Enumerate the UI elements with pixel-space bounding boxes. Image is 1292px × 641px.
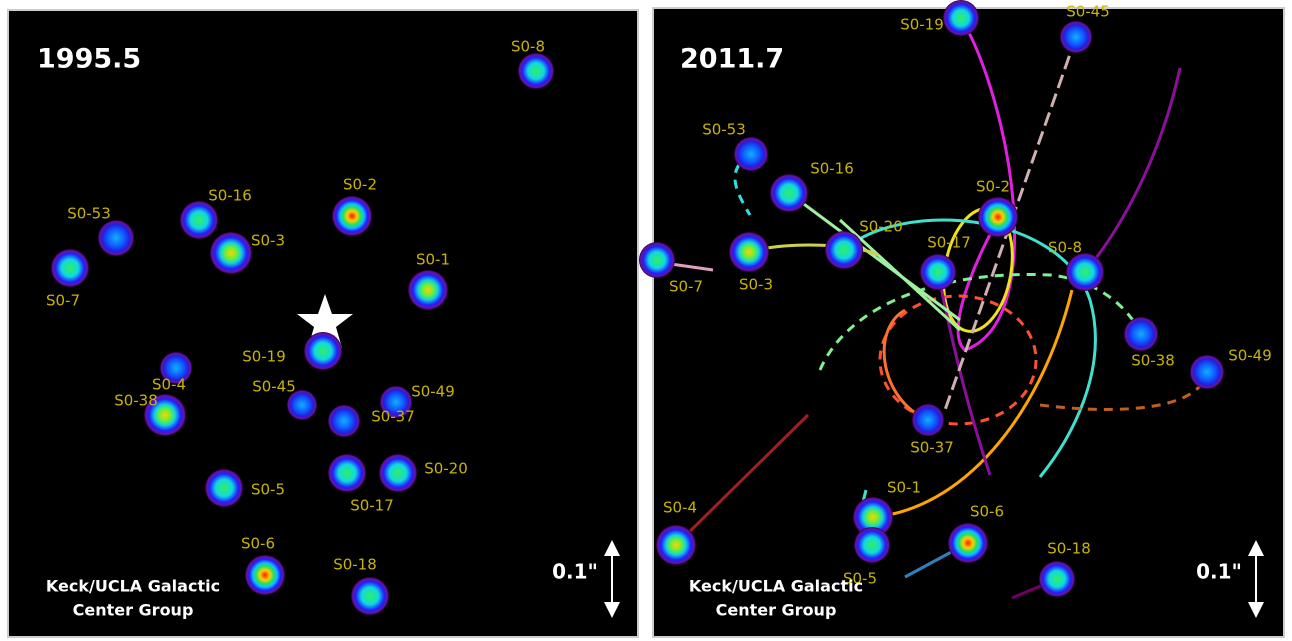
star-label: S0-17 [927,234,971,252]
star-label: S0-5 [843,570,877,588]
star [287,390,317,420]
star-label: S0-4 [663,499,697,517]
star [98,220,134,256]
star-label: S0-5 [251,481,285,499]
star-label: S0-45 [1066,3,1110,21]
star [51,249,89,287]
star-label: S0-1 [416,251,450,269]
star-label: S0-2 [976,178,1010,196]
credit: Center Group [73,601,194,620]
star-label: S0-49 [1228,347,1272,365]
star-label: S0-6 [970,503,1004,521]
star [770,174,808,212]
credit: Keck/UCLA Galactic [689,577,863,596]
star [854,527,890,563]
star-label: S0-20 [424,460,468,478]
star [656,525,696,565]
star [328,454,366,492]
star [332,196,372,236]
star-label: S0-38 [1131,352,1175,370]
star-label: S0-37 [910,439,954,457]
star [304,332,342,370]
star [379,454,417,492]
star [920,254,956,290]
star-label: S0-16 [208,187,252,205]
star-label: S0-8 [511,38,545,56]
star [978,197,1018,237]
star-label: S0-8 [1048,239,1082,257]
star-label: S0-53 [702,121,746,139]
content: S0-8S0-2S0-16S0-3S0-53S0-7S0-1S0-19S0-4S… [37,0,1272,620]
star-label: S0-38 [114,392,158,410]
star [408,270,448,310]
star [948,523,988,563]
star-label: S0-19 [900,16,944,34]
star-label: S0-4 [152,376,186,394]
star-label: S0-18 [1047,540,1091,558]
star-label: S0-19 [242,348,286,366]
star-label: S0-6 [241,535,275,553]
star [210,232,252,274]
star [351,577,389,615]
star [1124,317,1158,351]
star [1190,355,1224,389]
star [943,0,979,36]
star-label: S0-16 [810,160,854,178]
orbits [656,17,1209,600]
star-label: S0-18 [333,556,377,574]
star [245,555,285,595]
star [729,232,769,272]
star [518,53,554,89]
star [328,405,360,437]
star [639,242,675,278]
star [853,497,893,537]
star-label: S0-20 [859,218,903,236]
star [825,231,863,269]
scale-label: 0.1" [552,560,598,584]
star [160,352,192,384]
star-label: S0-3 [739,276,773,294]
star [1060,21,1092,53]
scale-label: 0.1" [1196,560,1242,584]
star-label: S0-53 [67,205,111,223]
star [180,201,218,239]
star-label: S0-2 [343,176,377,194]
credit: Center Group [716,601,837,620]
star-label: S0-3 [251,232,285,250]
star [380,386,412,418]
black-hole-marker [297,294,353,348]
star [144,394,186,436]
star-label: S0-7 [46,292,80,310]
star-label: S0-1 [887,479,921,497]
star-label: S0-7 [669,278,703,296]
star-label: S0-45 [252,378,296,396]
star [205,469,243,507]
star-label: S0-37 [371,408,415,426]
epoch-label: 1995.5 [37,44,141,75]
credit: Keck/UCLA Galactic [46,577,220,596]
star [1066,253,1104,291]
star-label: S0-49 [411,383,455,401]
star [734,137,768,171]
star-label: S0-17 [350,497,394,515]
star [1039,561,1075,597]
star [912,404,944,436]
epoch-label: 2011.7 [680,44,784,75]
